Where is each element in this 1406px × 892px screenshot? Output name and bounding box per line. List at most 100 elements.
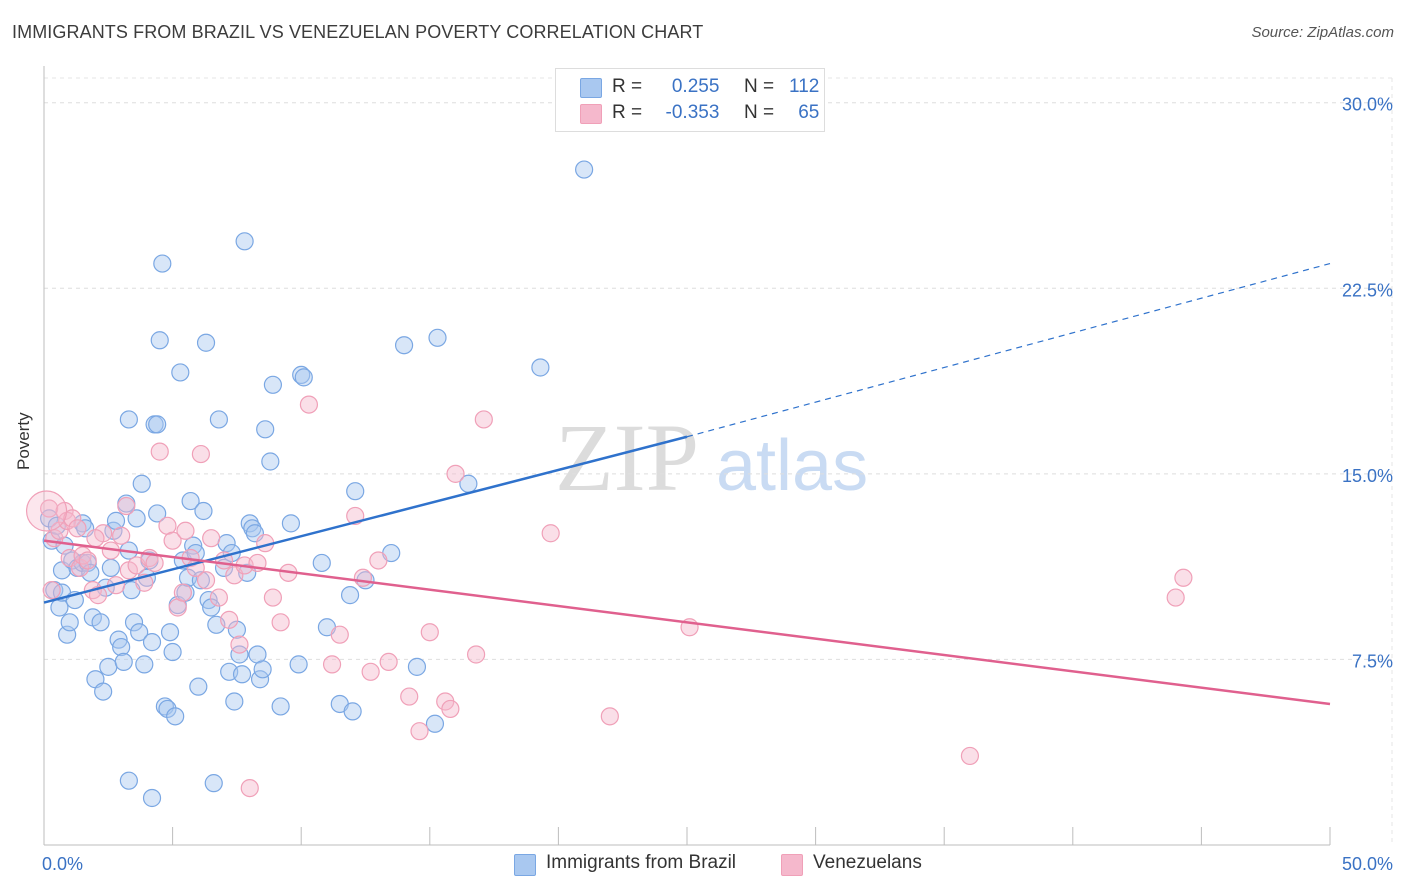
legend-n-label: N = [743, 102, 775, 123]
bottom-legend-label-venezuelans: Venezuelans [813, 852, 922, 873]
brazil-point [232, 665, 252, 684]
brazil-point [531, 358, 550, 377]
brazil-point [148, 504, 167, 523]
brazil-point [263, 375, 283, 394]
brazil-point [171, 363, 190, 382]
venezuelan-point [196, 571, 216, 590]
brazil-point [124, 613, 144, 632]
venezuelan-point [960, 746, 980, 766]
brazil-point [160, 623, 180, 642]
venezuelan-point [1166, 588, 1185, 607]
axes [43, 66, 1331, 846]
venezuelan-point [73, 546, 92, 565]
brazil-trend-extension [686, 262, 1331, 438]
venezuelan-point [176, 521, 195, 540]
brazil-point [94, 682, 113, 701]
brazil-point [204, 774, 223, 793]
brazil-point [235, 232, 254, 251]
venezuelan-point [541, 524, 560, 543]
brazil-point [166, 707, 185, 726]
venezuelan-point [209, 588, 228, 607]
brazil-point [196, 333, 216, 352]
brazil-point [575, 160, 594, 179]
brazil-point [112, 637, 131, 657]
venezuelan-point [263, 588, 283, 607]
watermark-zip: ZIP [555, 404, 699, 511]
brazil-point [271, 697, 290, 716]
venezuelan-point [410, 722, 429, 741]
venezuelan-point [220, 610, 239, 629]
venezuelan-point [68, 519, 87, 538]
brazil-point [394, 336, 414, 355]
legend-n-value: 65 [798, 102, 820, 123]
venezuelan-point [271, 613, 290, 632]
brazil-point [99, 657, 118, 676]
venezuelan-point [379, 652, 398, 672]
brazil-point [109, 630, 128, 649]
tick-labels: 7.5% 15.0% 22.5% 30.0% 0.0% 50.0% [42, 95, 1393, 874]
venezuelan-point [112, 526, 131, 545]
y-tick-label: 15.0% [1342, 466, 1393, 486]
venezuelan-point [202, 529, 221, 548]
brazil-point [142, 633, 162, 652]
venezuelan-point [420, 623, 439, 642]
brazil-point [50, 598, 69, 617]
brazil-point [202, 598, 221, 617]
venezuelan-point [361, 662, 380, 681]
x-tick-label: 0.0% [42, 854, 83, 874]
brazil-point [343, 702, 362, 721]
legend-n-value: 112 [789, 76, 820, 97]
brazil-point [73, 514, 92, 533]
legend-r-value: -0.353 [665, 102, 720, 123]
brazil-point [119, 771, 138, 790]
brazil-point [142, 788, 162, 808]
venezuelan-point [600, 707, 619, 726]
legend-swatch-venezuelans [580, 104, 602, 124]
legend-r-label: R = [612, 76, 643, 97]
brazil-point [253, 660, 272, 679]
brazil-point [425, 714, 445, 733]
venezuelan-trend-line [43, 539, 1331, 706]
venezuelan-point [86, 529, 105, 548]
y-tick-label: 7.5% [1352, 651, 1393, 671]
venezuelan-point [322, 655, 342, 674]
brazil-point [407, 657, 427, 676]
bottom-legend-swatch-venezuelans [781, 854, 803, 876]
chart-title: IMMIGRANTS FROM BRAZIL VS VENEZUELAN POV… [12, 22, 704, 42]
venezuelan-point [145, 553, 164, 573]
brazil-point [135, 655, 154, 674]
brazil-point [119, 410, 138, 429]
venezuelan-point [330, 625, 349, 644]
brazil-point [132, 474, 151, 493]
brazil-point [243, 519, 262, 538]
source-label: Source: ZipAtlas.com [1251, 24, 1394, 41]
x-tick-label: 50.0% [1342, 854, 1393, 874]
venezuelan-point [369, 551, 388, 570]
venezuelan-point [40, 499, 59, 518]
brazil-point [127, 509, 146, 528]
brazil-point [428, 328, 447, 347]
venezuelan-point [240, 778, 259, 798]
brazil-point [150, 331, 169, 350]
brazil-point [181, 491, 200, 511]
brazil-point [101, 558, 120, 577]
legend-swatch-brazil [580, 78, 602, 98]
venezuelan-point [1174, 568, 1193, 587]
brazil-point [209, 410, 228, 429]
brazil-point [256, 420, 275, 439]
venezuelan-point [466, 645, 486, 664]
brazil-point [148, 415, 167, 434]
venezuelan-point-large [25, 490, 68, 532]
legend: R = 0.255 N = 112 R = -0.353 N = 65 [555, 68, 825, 132]
brazil-point [346, 482, 365, 501]
venezuelan-point [78, 551, 97, 570]
y-tick-label: 30.0% [1342, 95, 1393, 115]
venezuelan-point [446, 464, 465, 483]
data-points [25, 160, 1193, 808]
venezuelan-point [230, 635, 249, 654]
trend-lines [43, 262, 1331, 706]
brazil-point [114, 652, 133, 672]
brazil-point [240, 514, 259, 533]
brazil-point [227, 620, 246, 639]
